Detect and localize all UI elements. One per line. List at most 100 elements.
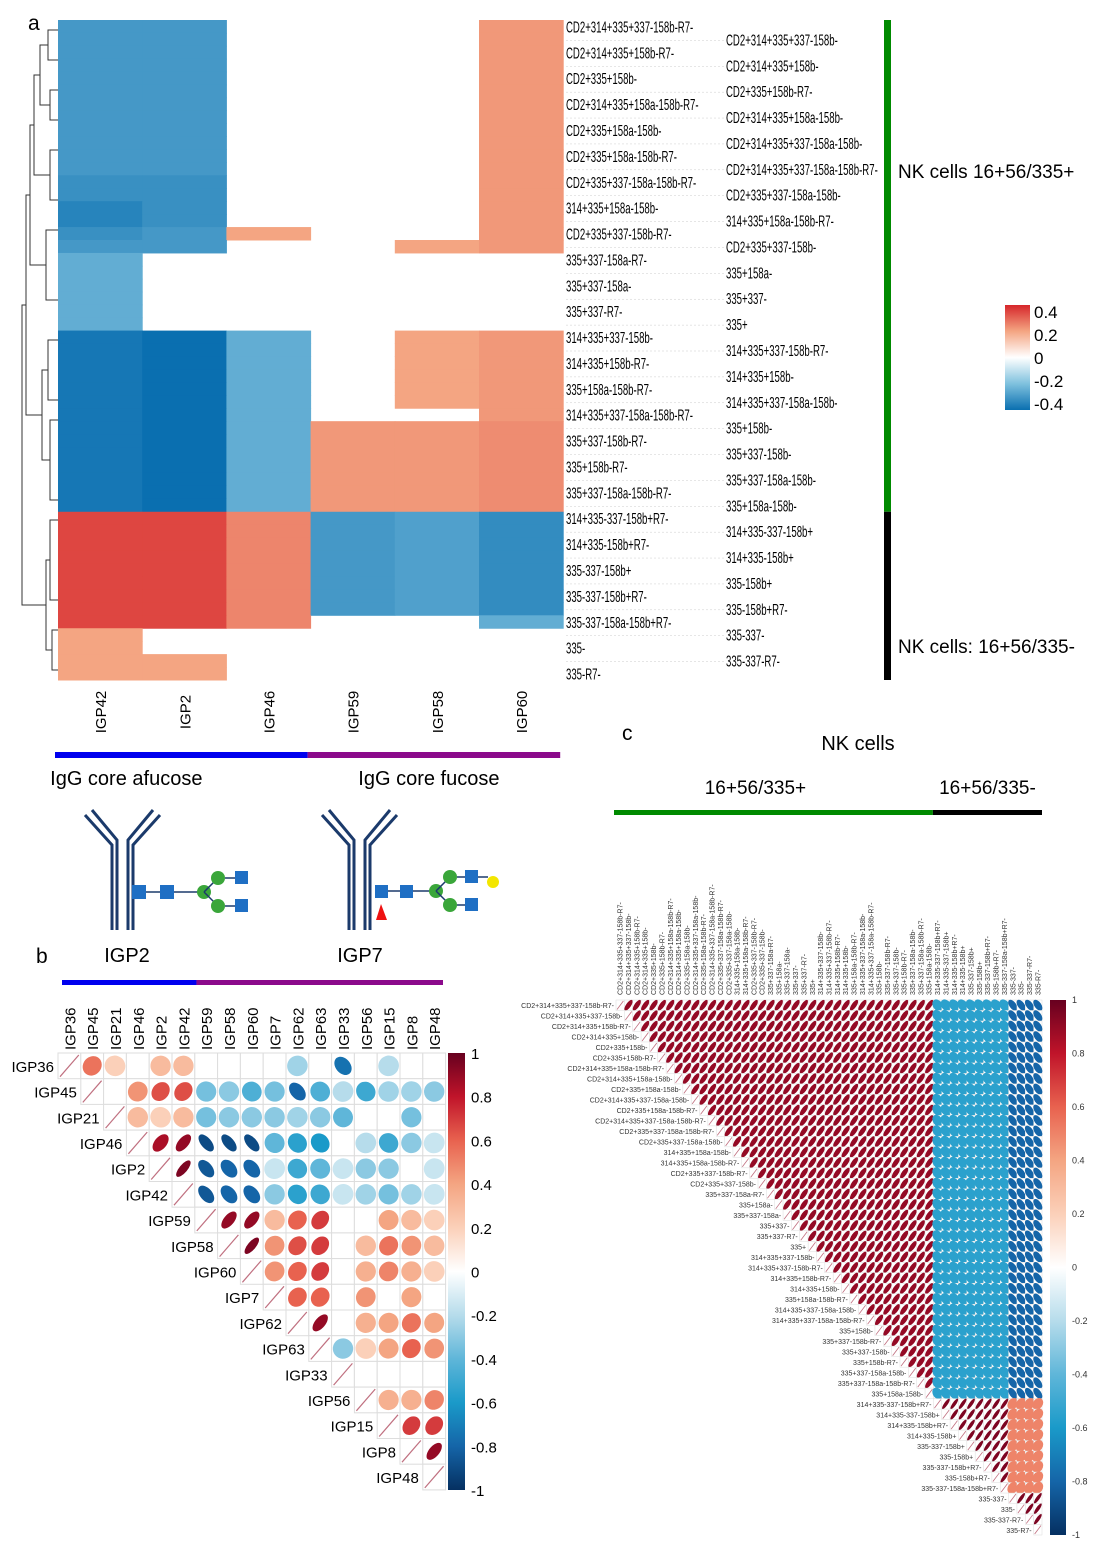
correlation-ellipse <box>791 1020 800 1032</box>
correlation-ellipse <box>766 1157 775 1168</box>
correlation-ellipse <box>883 1167 892 1179</box>
correlation-ellipse <box>378 1081 399 1102</box>
correlation-ellipse <box>849 1272 859 1284</box>
correlation-ellipse <box>916 1220 926 1231</box>
correlation-ellipse <box>808 1020 817 1032</box>
correlation-ellipse <box>1008 1303 1018 1315</box>
correlation-ellipse <box>866 1104 875 1116</box>
correlation-ellipse <box>749 1115 758 1126</box>
correlation-ellipse <box>982 1261 993 1274</box>
row-label: 335+337-158a-158b-R7- <box>566 484 671 502</box>
heatmap-cell <box>142 162 227 176</box>
diagonal-mark <box>82 1080 103 1103</box>
correlation-ellipse <box>925 1062 934 1074</box>
correlation-ellipse <box>999 1125 1010 1137</box>
correlation-ellipse <box>766 1167 775 1179</box>
correlation-ellipse <box>965 1146 977 1158</box>
column-label: 335-337- <box>1010 966 1017 995</box>
correlation-ellipse <box>1033 1220 1043 1232</box>
correlation-ellipse <box>1016 1220 1026 1232</box>
correlation-ellipse <box>707 1041 717 1053</box>
correlation-ellipse <box>1015 1408 1027 1421</box>
correlation-ellipse <box>332 1081 354 1102</box>
correlation-ellipse <box>932 1230 943 1242</box>
correlation-ellipse <box>824 1125 834 1137</box>
correlation-ellipse <box>866 1167 875 1179</box>
correlation-ellipse <box>916 1230 926 1242</box>
row-label: 314+335+337-158b-R7- <box>726 342 828 360</box>
correlation-ellipse <box>310 1158 331 1179</box>
correlation-ellipse <box>1008 1262 1018 1273</box>
row-label: IGP46 <box>80 1136 123 1153</box>
correlation-ellipse <box>1033 1314 1043 1326</box>
correlation-ellipse <box>732 1010 742 1022</box>
correlation-ellipse <box>900 1125 909 1137</box>
correlation-ellipse <box>925 1104 934 1116</box>
correlation-ellipse <box>874 1220 884 1231</box>
correlation-ellipse <box>1033 1083 1043 1095</box>
row-label: 335-337-158b+R7- <box>923 1465 983 1472</box>
correlation-ellipse <box>891 1220 900 1231</box>
correlation-ellipse <box>849 1230 859 1242</box>
heatmap-cell <box>142 460 227 474</box>
diagonal-mark <box>691 1095 699 1105</box>
diagonal-mark <box>733 1147 741 1157</box>
correlation-ellipse <box>982 1020 993 1033</box>
correlation-ellipse <box>883 1020 892 1032</box>
heatmap-cell <box>226 511 312 526</box>
correlation-ellipse <box>891 1314 900 1326</box>
correlation-ellipse <box>816 1083 825 1095</box>
correlation-ellipse <box>908 1199 917 1210</box>
correlation-ellipse <box>990 1272 1002 1284</box>
correlation-ellipse <box>858 1073 867 1084</box>
correlation-ellipse <box>1008 1167 1018 1179</box>
correlation-ellipse <box>932 999 943 1012</box>
correlation-ellipse <box>916 1020 926 1032</box>
correlation-ellipse <box>999 1314 1010 1326</box>
correlation-ellipse <box>949 1356 960 1368</box>
correlation-ellipse <box>990 1020 1002 1033</box>
correlation-ellipse <box>173 1107 194 1128</box>
correlation-ellipse <box>990 1282 1002 1295</box>
column-group-bar <box>55 752 308 758</box>
correlation-ellipse <box>999 1282 1010 1295</box>
correlation-ellipse <box>1007 1471 1019 1484</box>
row-label: 314+335+337-158a-158b- <box>726 393 838 411</box>
correlation-ellipse <box>858 1031 867 1043</box>
correlation-ellipse <box>883 1073 892 1084</box>
correlation-ellipse <box>1033 1251 1043 1263</box>
correlation-ellipse <box>983 1440 992 1452</box>
row-label: 335+158b- <box>726 419 772 437</box>
correlation-ellipse <box>783 1125 792 1137</box>
correlation-ellipse <box>908 1062 917 1074</box>
correlation-ellipse <box>849 1167 859 1179</box>
row-label: 335+158a- <box>726 264 772 282</box>
correlation-ellipse <box>982 1282 993 1295</box>
correlation-ellipse <box>965 1303 977 1316</box>
correlation-ellipse <box>1007 1460 1019 1473</box>
correlation-ellipse <box>858 1094 867 1105</box>
legend-tick: -0.8 <box>1072 1477 1088 1487</box>
correlation-ellipse <box>982 1377 993 1389</box>
correlation-ellipse <box>866 1062 875 1074</box>
diagonal-mark <box>850 1294 858 1304</box>
heatmap-cell <box>479 123 564 137</box>
correlation-ellipse <box>940 1356 952 1368</box>
heatmap-cell <box>226 408 312 422</box>
heatmap-cell <box>479 110 564 125</box>
correlation-ellipse <box>883 1283 892 1294</box>
correlation-ellipse <box>932 1051 943 1064</box>
correlation-ellipse <box>932 1345 943 1358</box>
diagonal-mark <box>700 1105 708 1115</box>
correlation-ellipse <box>732 1073 742 1084</box>
heatmap-cell <box>142 149 227 163</box>
correlation-ellipse <box>1008 1220 1018 1232</box>
correlation-ellipse <box>724 1062 733 1074</box>
row-label: CD2+314+335+158b- <box>572 1035 640 1042</box>
correlation-ellipse <box>874 1304 884 1315</box>
row-label: 314+335+158b-R7- <box>566 355 649 373</box>
row-label: 314+335+158a-158b- <box>566 199 658 217</box>
correlation-ellipse <box>707 1052 717 1064</box>
correlation-ellipse <box>982 1251 993 1263</box>
column-label: 314+335+158b-R7- <box>835 934 842 995</box>
